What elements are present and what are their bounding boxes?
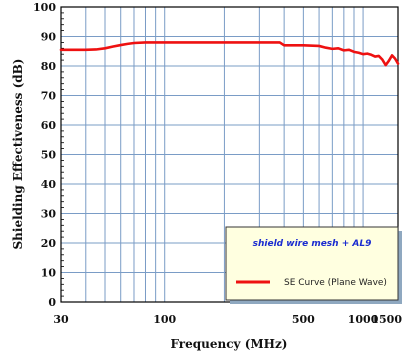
y-tick-label: 20 [41,237,57,250]
y-tick-label: 60 [41,119,57,132]
y-tick-label: 40 [41,178,57,191]
y-tick-label: 90 [41,31,57,44]
y-tick-label: 100 [33,1,56,14]
legend-title: shield wire mesh + AL9 [253,239,372,249]
y-tick-label: 0 [48,296,56,309]
y-axis-title: Shielding Effectiveness (dB) [11,59,25,250]
y-tick-label: 30 [41,208,57,221]
x-tick-label: 30 [53,313,69,326]
legend-entry-label: SE Curve (Plane Wave) [284,278,387,288]
legend-box [226,227,398,300]
legend: shield wire mesh + AL9 SE Curve (Plane W… [226,227,402,304]
x-tick-label: 500 [292,313,315,326]
y-tick-label: 70 [41,90,57,103]
y-tick-label: 80 [41,60,57,73]
x-tick-label: 100 [153,313,176,326]
x-tick-label: 1500 [371,313,402,326]
y-tick-label: 50 [41,149,57,162]
x-axis-title: Frequency (MHz) [171,337,288,351]
y-tick-label: 10 [41,267,57,280]
y-tick-labels: 0 10 20 30 40 50 60 70 80 90 100 [33,1,56,309]
